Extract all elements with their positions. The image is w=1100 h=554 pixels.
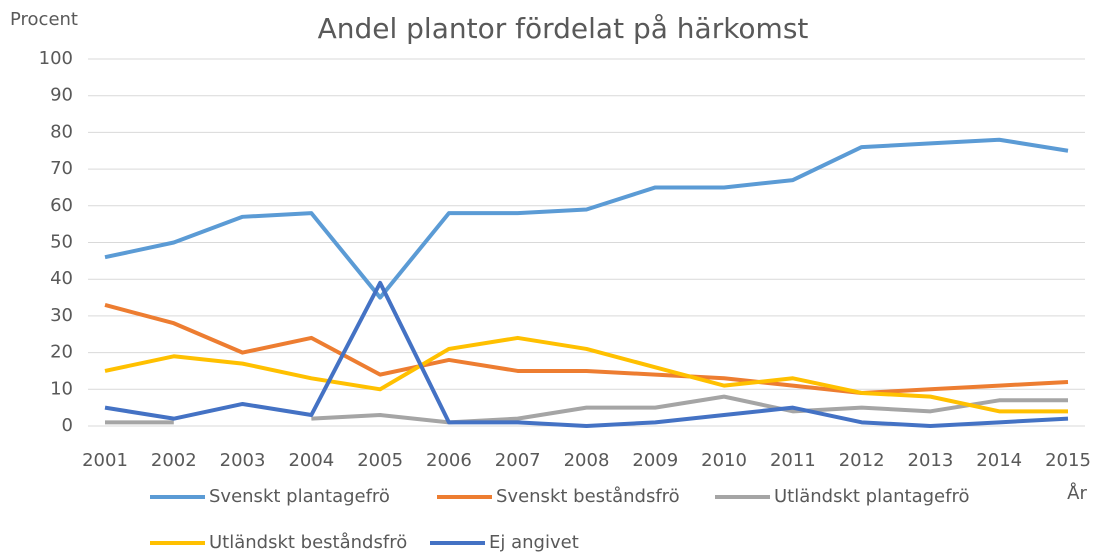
x-tick-label: 2012 — [839, 450, 885, 471]
x-tick-label: 2003 — [220, 450, 266, 471]
x-tick-label: 2009 — [632, 450, 678, 471]
x-tick-label: 2001 — [82, 450, 128, 471]
y-tick-label: 90 — [50, 85, 73, 106]
x-tick-label: 2006 — [426, 450, 472, 471]
y-tick-label: 70 — [50, 158, 73, 179]
legend-label: Svenskt beståndsfrö — [496, 486, 680, 507]
x-tick-label: 2007 — [495, 450, 541, 471]
series-line — [104, 335, 1068, 414]
y-tick-label: 40 — [50, 268, 73, 289]
series-line — [104, 302, 1069, 395]
series-line — [105, 394, 1068, 425]
legend-label: Ej angivet — [489, 532, 579, 553]
x-axis-label: År — [1067, 482, 1087, 504]
series-line — [104, 137, 1069, 300]
x-tick-label: 2010 — [701, 450, 747, 471]
y-tick-label: 10 — [50, 378, 73, 399]
y-tick-label: 100 — [39, 48, 73, 69]
chart-title: Andel plantor fördelat på härkomst — [318, 12, 809, 45]
x-tick-label: 2008 — [564, 450, 610, 471]
legend-label: Svenskt plantagefrö — [209, 486, 390, 507]
x-tick-label: 2014 — [976, 450, 1022, 471]
x-tick-label: 2015 — [1045, 450, 1091, 471]
x-tick-label: 2005 — [357, 450, 403, 471]
y-tick-label: 80 — [50, 121, 73, 142]
x-tick-label: 2002 — [151, 450, 197, 471]
y-tick-label: 0 — [62, 415, 73, 436]
y-tick-label: 50 — [50, 232, 73, 253]
y-tick-label: 60 — [50, 195, 73, 216]
x-tick-label: 2004 — [288, 450, 334, 471]
legend-label: Utländskt plantagefrö — [774, 486, 970, 507]
y-tick-label: 30 — [50, 305, 73, 326]
legend-label: Utländskt beståndsfrö — [209, 532, 407, 553]
series-line — [104, 280, 1069, 428]
x-tick-label: 2013 — [908, 450, 954, 471]
y-axis-label: Procent — [10, 9, 78, 30]
y-tick-label: 20 — [50, 342, 73, 363]
x-tick-label: 2011 — [770, 450, 816, 471]
